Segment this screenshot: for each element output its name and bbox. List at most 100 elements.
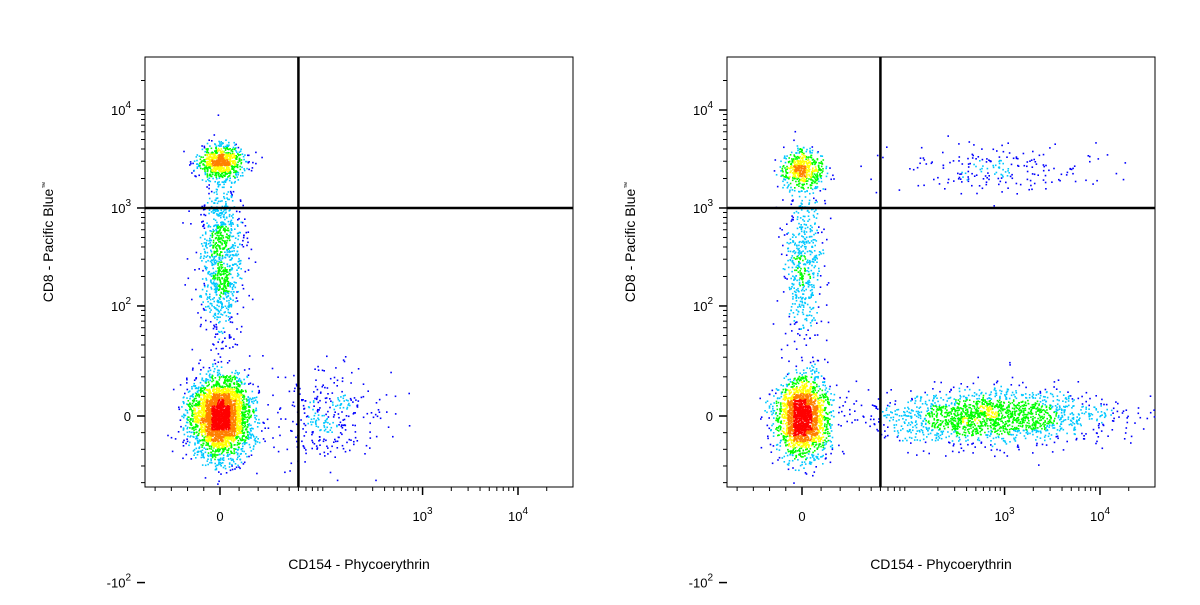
event-dot xyxy=(228,385,231,388)
event-dot xyxy=(233,156,236,159)
event-dot xyxy=(233,434,236,437)
event-dot xyxy=(199,423,202,426)
event-dot xyxy=(223,278,226,280)
event-dot xyxy=(237,146,240,149)
event-dot xyxy=(225,445,227,447)
event-dot xyxy=(215,434,217,436)
event-dot xyxy=(250,454,253,456)
event-dot xyxy=(218,384,221,387)
event-dot xyxy=(210,164,213,167)
event-dot xyxy=(223,247,225,250)
event-dot xyxy=(231,288,234,291)
event-dot xyxy=(251,427,253,430)
event-dot xyxy=(239,165,241,168)
event-dot xyxy=(239,428,241,431)
event-dot xyxy=(217,238,219,240)
event-dot xyxy=(215,172,218,175)
event-dot xyxy=(185,453,188,456)
event-dot xyxy=(239,380,242,383)
event-dot xyxy=(220,266,222,268)
event-dot xyxy=(208,413,211,415)
event-dot xyxy=(350,382,352,384)
event-dot xyxy=(210,147,213,150)
event-dot xyxy=(199,439,202,442)
event-dot xyxy=(217,147,220,150)
event-dot xyxy=(247,269,250,271)
event-dot xyxy=(236,344,239,346)
event-dot xyxy=(239,442,241,445)
event-dot xyxy=(235,253,237,255)
event-dot xyxy=(249,397,251,400)
event-dot xyxy=(213,368,216,370)
event-dot xyxy=(238,430,240,433)
event-dot xyxy=(179,419,182,421)
event-dot xyxy=(229,426,232,428)
event-dot xyxy=(200,452,203,454)
event-dot xyxy=(240,389,243,391)
event-dot xyxy=(337,398,340,401)
event-dot xyxy=(203,456,205,459)
event-dot xyxy=(244,225,247,227)
event-dot xyxy=(227,282,229,285)
event-dot xyxy=(206,239,208,242)
event-dot xyxy=(186,440,189,443)
event-dot xyxy=(229,399,232,402)
event-dot xyxy=(217,330,220,333)
event-dot xyxy=(206,186,208,188)
event-dot xyxy=(225,403,227,405)
event-dot xyxy=(207,458,209,460)
event-dot xyxy=(223,160,226,162)
event-dot xyxy=(242,306,245,309)
event-dot xyxy=(226,278,229,281)
event-dot xyxy=(314,385,317,388)
event-dot xyxy=(214,307,217,309)
event-dot xyxy=(273,446,275,449)
event-dot xyxy=(216,441,219,444)
event-dot xyxy=(230,225,233,227)
event-dot xyxy=(293,405,296,408)
event-dot xyxy=(203,397,205,399)
event-dot xyxy=(206,460,209,462)
event-dot xyxy=(218,396,220,399)
event-dot xyxy=(219,145,221,147)
event-dot xyxy=(222,210,225,213)
event-dot xyxy=(203,248,206,251)
event-dot xyxy=(220,397,222,399)
event-dot xyxy=(222,174,225,177)
event-dot xyxy=(258,418,260,421)
event-dot xyxy=(204,267,207,269)
event-dot xyxy=(223,398,225,400)
event-dot xyxy=(317,369,320,371)
event-dot xyxy=(337,413,340,415)
event-dot xyxy=(256,402,259,404)
event-dot xyxy=(201,419,203,421)
event-dot xyxy=(230,186,232,188)
event-dot xyxy=(220,462,223,465)
event-dot xyxy=(228,148,230,151)
event-dot xyxy=(225,407,227,409)
event-dot xyxy=(216,248,218,250)
event-dot xyxy=(345,399,348,401)
event-dot xyxy=(194,418,197,421)
event-dot xyxy=(236,381,238,383)
event-dot xyxy=(203,168,206,171)
event-dot xyxy=(221,430,224,433)
event-dot xyxy=(228,337,231,339)
event-dot xyxy=(234,427,237,430)
event-dot xyxy=(230,451,233,453)
event-dot xyxy=(234,397,237,399)
event-dot xyxy=(216,156,218,158)
event-dot xyxy=(227,458,230,460)
event-dot xyxy=(196,394,199,397)
event-dot xyxy=(218,305,220,308)
event-dot xyxy=(214,451,217,453)
event-dot xyxy=(314,368,316,370)
event-dot xyxy=(284,376,287,379)
event-dot xyxy=(264,427,266,429)
event-dot xyxy=(218,331,221,333)
event-dot xyxy=(226,159,228,161)
event-dot xyxy=(236,224,239,226)
event-dot xyxy=(209,397,211,400)
event-dot xyxy=(227,390,230,393)
event-dot xyxy=(208,383,210,386)
